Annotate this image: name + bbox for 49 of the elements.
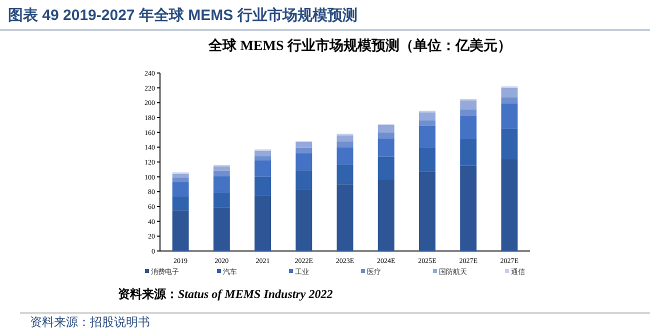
bar [378, 132, 394, 138]
bar [213, 170, 230, 176]
bar [460, 116, 477, 140]
bar [213, 192, 230, 208]
bar [254, 150, 271, 156]
bar [460, 100, 477, 110]
bar [501, 128, 518, 160]
chart-title: 图表 49 2019-2027 年全球 MEMS 行业市场规模预测 [8, 6, 358, 24]
bar [172, 182, 189, 196]
bar [501, 88, 518, 98]
bar [296, 153, 312, 170]
bar [213, 166, 230, 171]
bar [172, 196, 189, 210]
text: 资料来源：招股说明书 [30, 315, 150, 329]
text: 资料来源：Status of MEMS Industry 2022 [118, 287, 333, 301]
bar [213, 207, 230, 251]
bar [419, 120, 436, 126]
bar [254, 195, 271, 251]
bar [419, 126, 436, 148]
bar [254, 176, 271, 196]
bar [172, 178, 189, 182]
bar [296, 170, 312, 190]
bar [419, 147, 436, 172]
bar [378, 138, 394, 157]
bar [419, 112, 436, 120]
bar [460, 166, 477, 251]
chart-subtitle: 全球 MEMS 行业市场规模预测（单位：亿美元） [208, 37, 512, 54]
bar [213, 176, 230, 192]
bar [172, 210, 189, 251]
bar [460, 109, 477, 116]
bar [336, 141, 354, 148]
bar [378, 156, 394, 180]
bar [378, 124, 394, 132]
bar [296, 142, 312, 148]
bar [296, 189, 312, 251]
bar [419, 172, 436, 251]
bar [378, 179, 394, 251]
bar [254, 156, 271, 161]
bar [501, 159, 518, 251]
bar [336, 184, 354, 251]
bar [336, 135, 354, 142]
bar [172, 174, 189, 178]
bar [336, 164, 354, 184]
bar [460, 139, 477, 166]
bar [336, 147, 354, 165]
bar [296, 148, 312, 154]
bar [501, 97, 518, 104]
bar [501, 103, 518, 129]
bar [254, 160, 271, 177]
